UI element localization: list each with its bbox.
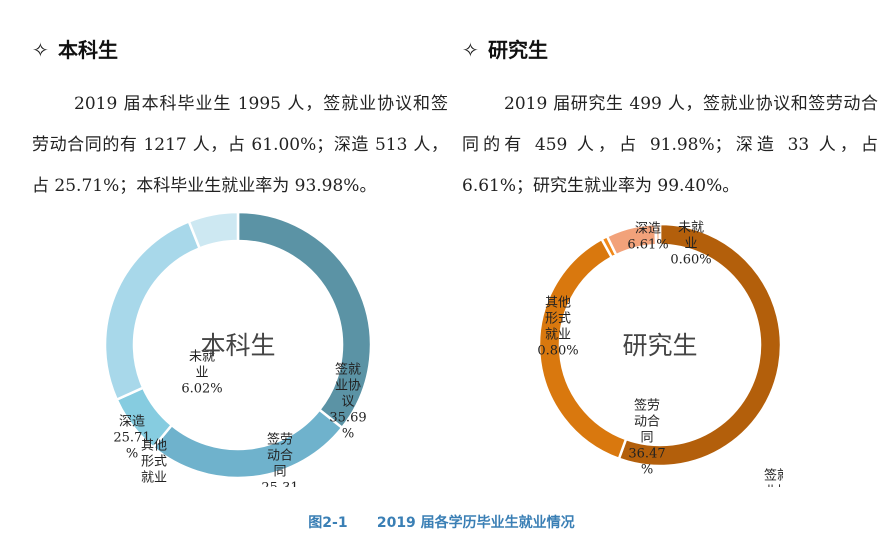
slice-label: 未就业 0.60% bbox=[670, 221, 711, 268]
slice-label: 签就业协议55.51% bbox=[758, 468, 783, 487]
slice-label: 未就业 6.02% bbox=[181, 350, 222, 397]
slice-label: 签劳动合同 36.47% bbox=[628, 398, 665, 478]
diamond-bullet-icon: ✧ bbox=[462, 38, 479, 62]
heading-text: 本科生 bbox=[58, 38, 118, 62]
slice-label: 签劳动合同25.31% bbox=[261, 432, 298, 487]
paragraph-undergrad: 2019 届本科毕业生 1995 人，签就业协议和签劳动合同的有 1217 人，… bbox=[32, 94, 448, 196]
section-heading-undergrad: ✧ 本科生 bbox=[32, 34, 118, 63]
figure-caption: 图2-1 2019 届各学历毕业生就业情况 bbox=[308, 515, 575, 531]
donut-slice bbox=[151, 407, 344, 480]
slice-label: 其他形式就业 0.80% bbox=[537, 296, 578, 359]
donut-center-label: 本科生 bbox=[200, 331, 275, 360]
donut-slice bbox=[617, 222, 783, 468]
heading-text: 研究生 bbox=[488, 38, 548, 62]
donut-slice bbox=[654, 222, 662, 247]
slice-label: 其他形式就业7.27% bbox=[133, 439, 174, 487]
donut-slice bbox=[104, 219, 202, 402]
paragraph-graduate: 2019 届研究生 499 人，签就业协议和签劳动合同的有 459 人，占 91… bbox=[462, 94, 878, 196]
slice-label: 深造 6.61% bbox=[627, 222, 668, 253]
slice-label: 深造 25.71% bbox=[113, 415, 150, 462]
donut-center-label: 研究生 bbox=[622, 331, 697, 360]
diamond-bullet-icon: ✧ bbox=[32, 38, 49, 62]
section-heading-graduate: ✧ 研究生 bbox=[462, 34, 548, 63]
slice-label: 签就业协议 35.69% bbox=[329, 362, 366, 442]
donut-slice bbox=[187, 210, 240, 250]
